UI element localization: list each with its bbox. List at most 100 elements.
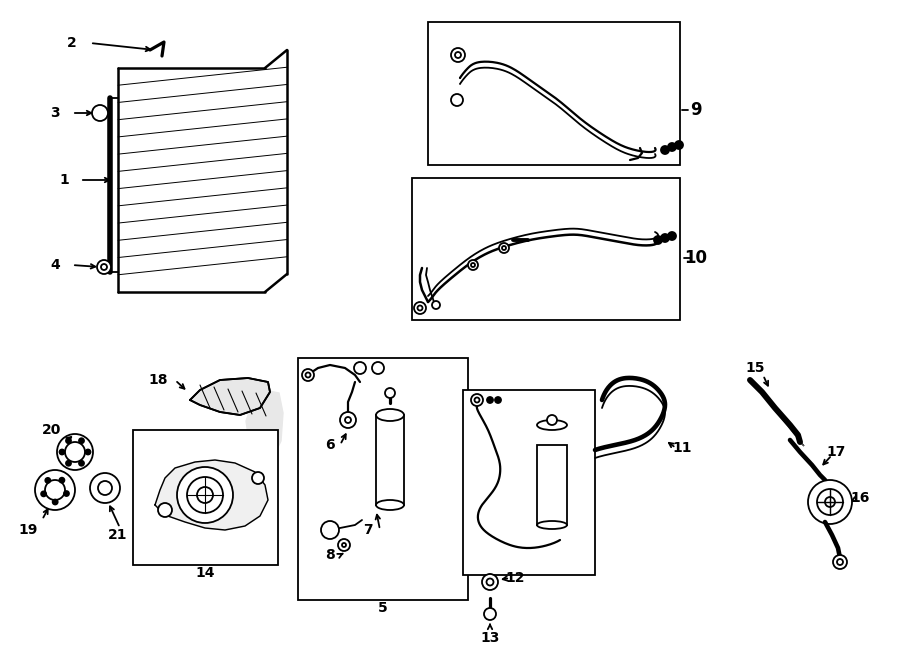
Circle shape — [338, 539, 350, 551]
Circle shape — [65, 442, 85, 462]
Circle shape — [79, 438, 84, 444]
Text: 21: 21 — [108, 528, 128, 542]
Circle shape — [345, 417, 351, 423]
Text: 16: 16 — [850, 491, 869, 505]
Circle shape — [92, 105, 108, 121]
Circle shape — [79, 461, 84, 466]
Text: 15: 15 — [745, 361, 765, 375]
Ellipse shape — [376, 409, 404, 421]
Bar — [376, 415, 404, 505]
Circle shape — [45, 478, 50, 483]
Circle shape — [808, 480, 852, 524]
Text: 11: 11 — [672, 441, 692, 455]
Circle shape — [158, 503, 172, 517]
Circle shape — [661, 234, 669, 242]
Circle shape — [302, 369, 314, 381]
Bar — [537, 445, 567, 525]
Circle shape — [340, 412, 356, 428]
Text: 3: 3 — [50, 106, 59, 120]
Circle shape — [305, 373, 310, 377]
Circle shape — [66, 461, 71, 466]
Circle shape — [418, 305, 422, 311]
Circle shape — [471, 394, 483, 406]
Circle shape — [321, 521, 339, 539]
Text: 12: 12 — [505, 571, 525, 585]
Text: 8: 8 — [325, 548, 335, 562]
Text: 9: 9 — [690, 101, 702, 119]
Text: 20: 20 — [42, 423, 62, 437]
Polygon shape — [190, 378, 270, 415]
Ellipse shape — [537, 521, 567, 529]
Circle shape — [187, 477, 223, 513]
Circle shape — [86, 449, 91, 455]
Circle shape — [817, 489, 843, 515]
Circle shape — [484, 608, 496, 620]
Polygon shape — [155, 460, 268, 530]
Text: 13: 13 — [481, 631, 500, 645]
Circle shape — [90, 473, 120, 503]
Bar — [298, 358, 468, 600]
Circle shape — [833, 555, 847, 569]
Circle shape — [451, 94, 463, 106]
Circle shape — [487, 397, 493, 403]
Text: 2: 2 — [68, 36, 76, 50]
Circle shape — [342, 543, 346, 547]
Circle shape — [499, 243, 509, 253]
Circle shape — [197, 487, 213, 503]
Polygon shape — [246, 391, 283, 471]
Text: 18: 18 — [148, 373, 167, 387]
Circle shape — [668, 232, 676, 240]
Circle shape — [59, 478, 65, 483]
Circle shape — [57, 434, 93, 470]
Circle shape — [502, 246, 506, 250]
Circle shape — [451, 48, 465, 62]
Text: 17: 17 — [826, 445, 846, 459]
Circle shape — [354, 362, 366, 374]
Circle shape — [837, 559, 843, 565]
Circle shape — [97, 260, 111, 274]
Ellipse shape — [376, 500, 404, 510]
Circle shape — [825, 497, 835, 507]
Circle shape — [98, 481, 112, 495]
Text: 4: 4 — [50, 258, 60, 272]
Circle shape — [414, 302, 426, 314]
Circle shape — [372, 362, 384, 374]
Circle shape — [45, 480, 65, 500]
Bar — [133, 430, 278, 565]
Circle shape — [661, 146, 669, 154]
Circle shape — [252, 472, 264, 484]
Text: 10: 10 — [685, 249, 707, 267]
Text: 19: 19 — [18, 523, 38, 537]
Text: 14: 14 — [195, 566, 215, 580]
Circle shape — [668, 143, 676, 151]
Circle shape — [66, 438, 71, 444]
Bar — [428, 22, 680, 165]
Circle shape — [471, 263, 475, 267]
Circle shape — [455, 52, 461, 58]
Circle shape — [53, 500, 58, 504]
Circle shape — [101, 264, 107, 270]
Circle shape — [482, 574, 498, 590]
Text: 5: 5 — [378, 601, 388, 615]
Circle shape — [432, 301, 440, 309]
Circle shape — [59, 449, 65, 455]
Circle shape — [495, 397, 501, 403]
Bar — [463, 390, 595, 575]
Circle shape — [35, 470, 75, 510]
Ellipse shape — [537, 420, 567, 430]
Polygon shape — [750, 380, 804, 446]
Circle shape — [547, 415, 557, 425]
Circle shape — [41, 491, 46, 496]
Circle shape — [487, 578, 493, 586]
Text: 6: 6 — [325, 438, 335, 452]
Circle shape — [468, 260, 478, 270]
Circle shape — [64, 491, 69, 496]
Circle shape — [385, 388, 395, 398]
Circle shape — [474, 397, 480, 403]
Circle shape — [654, 236, 662, 244]
Circle shape — [675, 141, 683, 149]
Circle shape — [177, 467, 233, 523]
Bar — [412, 178, 680, 320]
Text: 1: 1 — [59, 173, 69, 187]
Text: 7: 7 — [364, 523, 373, 537]
